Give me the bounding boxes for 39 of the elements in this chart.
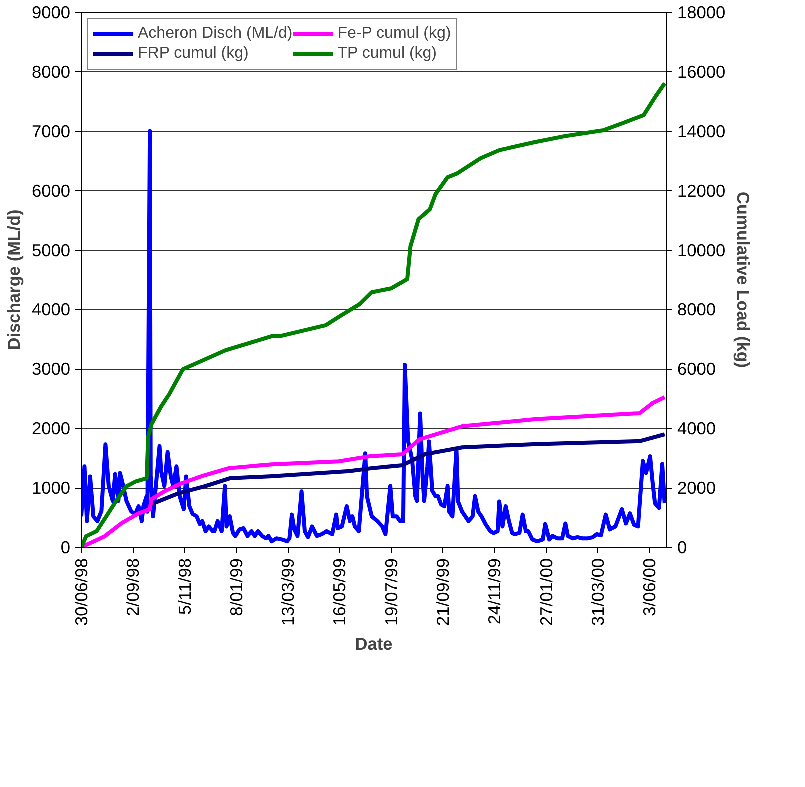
x-tick-label: 16/05/99	[330, 558, 350, 626]
x-tick-label: 19/07/99	[381, 558, 402, 626]
y-tick-label: 3000	[32, 359, 71, 380]
y-tick-label: 2000	[32, 418, 71, 439]
x-tick-label: 30/06/98	[72, 558, 92, 626]
y-tick-label: 6000	[32, 180, 71, 201]
y-tick-label: 8000	[32, 62, 71, 82]
y2-tick-label: 16000	[678, 62, 726, 82]
legend-label: TP cumul (kg)	[338, 45, 437, 63]
x-tick-label: 3/06/00	[640, 558, 660, 616]
y-tick-label: 0	[60, 538, 71, 558]
y2-tick-label: 2000	[678, 478, 716, 498]
x-tick-label: 8/01/99	[226, 558, 246, 616]
y-tick-label: 7000	[32, 121, 71, 142]
y2-tick-label: 0	[678, 538, 688, 558]
legend-label: FRP cumul (kg)	[138, 45, 249, 63]
y2-tick-label: 6000	[678, 359, 716, 380]
x-axis-title: Date	[355, 634, 394, 654]
x-tick-label: 21/09/99	[432, 558, 453, 626]
y-tick-label: 9000	[32, 2, 71, 22]
y2-tick-label: 18000	[678, 2, 726, 22]
x-tick-label: 2/09/98	[123, 558, 144, 616]
y2-tick-label: 12000	[678, 180, 726, 201]
y-axis-title: Discharge (ML/d)	[4, 210, 24, 350]
x-tick-label: 13/03/99	[278, 558, 298, 626]
y2-tick-label: 8000	[678, 300, 716, 320]
x-tick-label: 31/03/00	[588, 558, 608, 626]
legend-label: Acheron Disch (ML/d)	[138, 25, 293, 43]
x-tick-label: 27/01/00	[536, 558, 556, 626]
x-tick-label: 24/11/99	[484, 558, 505, 625]
y2-tick-label: 4000	[678, 418, 716, 439]
y-tick-label: 4000	[32, 300, 71, 320]
y2-tick-label: 14000	[678, 121, 726, 142]
legend-label: Fe-P cumul (kg)	[338, 25, 452, 43]
x-tick-label: 5/11/98	[174, 558, 195, 616]
y2-axis-title: Cumulative Load (kg)	[734, 192, 754, 368]
y-tick-label: 5000	[32, 240, 71, 260]
y2-tick-label: 10000	[678, 240, 726, 260]
y-tick-label: 1000	[32, 478, 71, 498]
